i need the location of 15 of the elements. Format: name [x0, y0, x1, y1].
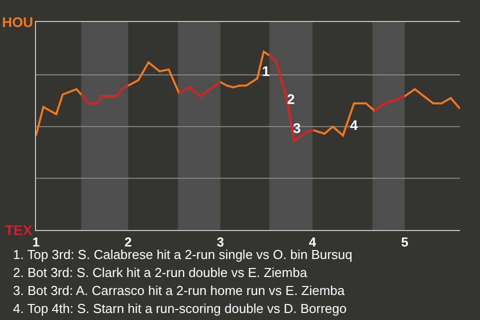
text: HOU [2, 14, 34, 30]
x-tick-label: 3 [216, 234, 224, 250]
text: TEX [5, 222, 33, 238]
annotation: 3 [293, 120, 301, 136]
text: 4. Top 4th: S. Starn hit a run-scoring double vs D. Borrego [13, 301, 347, 316]
text: 3. Bot 3rd: A. Carrasco hit a 2-run home run vs E. Ziemba [13, 283, 346, 298]
text: 1. Top 3rd: S. Calabrese hit a 2-run single vs O. bin Bursuq [13, 247, 352, 262]
annotation: 2 [287, 91, 295, 107]
annotation: 1 [262, 63, 270, 79]
x-tick-label: 2 [124, 234, 132, 250]
x-tick-label: 1 [32, 234, 40, 250]
x-tick-label: 4 [308, 234, 317, 250]
x-tick-label: 5 [401, 234, 408, 250]
text: 2. Bot 3rd: S. Clark hit a 2-run double vs E. Ziemba [13, 265, 308, 280]
annotation: 4 [350, 117, 358, 133]
